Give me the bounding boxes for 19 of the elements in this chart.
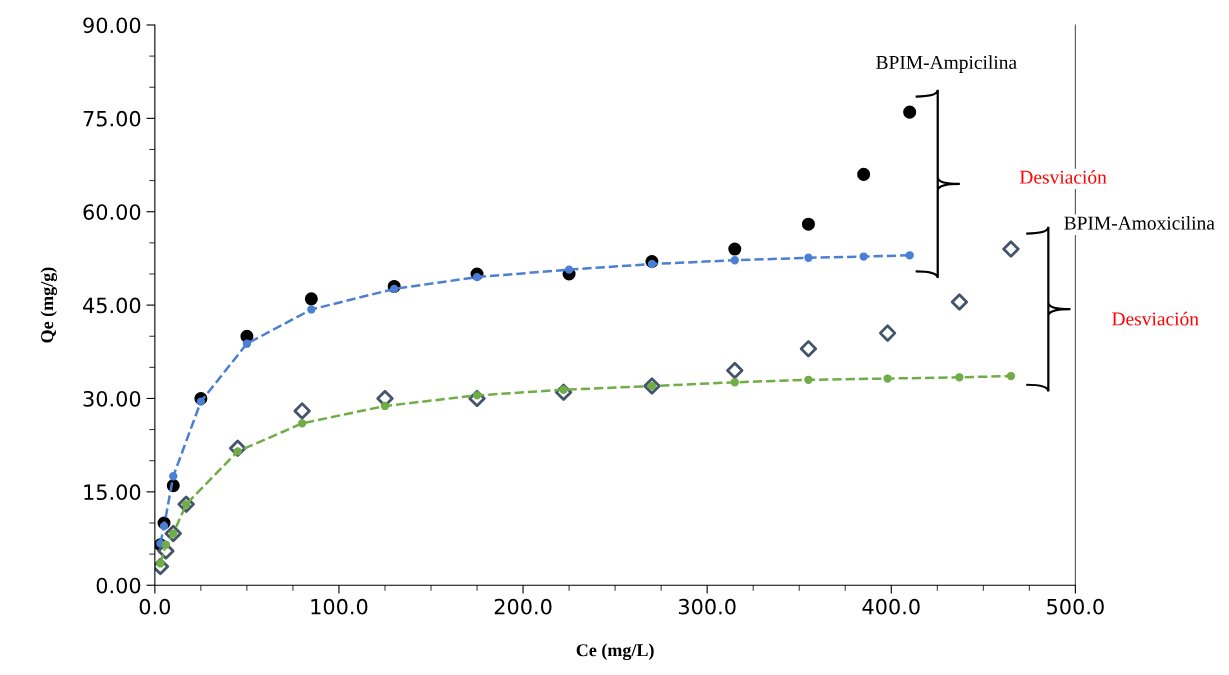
y-tick-label: 75.00 [83,110,141,127]
annotation: BPIM-Amoxicilina [1064,215,1215,230]
y-tick-label: 60.00 [83,204,141,220]
y-tick-label: 90.00 [83,17,141,34]
x-tick-label: 0.0 [139,598,171,615]
y-axis-title: Qe (mg/g) [40,267,58,343]
y-tick-label: 45.00 [83,297,141,314]
x-tick-label: 200.0 [494,598,552,615]
text: Desviación [1112,311,1199,326]
y-tick-label: 0.00 [96,577,141,594]
x-tick-label: 300.0 [678,598,736,615]
x-axis-title: Ce (mg/L) [576,643,654,661]
x-tick-label: 100.0 [311,598,368,615]
annotation: Desviación [1019,170,1107,184]
x-tick-label: 400.0 [862,598,920,615]
annotation: BPIM-Ampicilina [876,55,1017,73]
y-tick-label: 30.00 [83,390,141,407]
x-tick-label: 500.0 [1047,598,1104,615]
y-tick-label: 15.00 [84,484,141,501]
